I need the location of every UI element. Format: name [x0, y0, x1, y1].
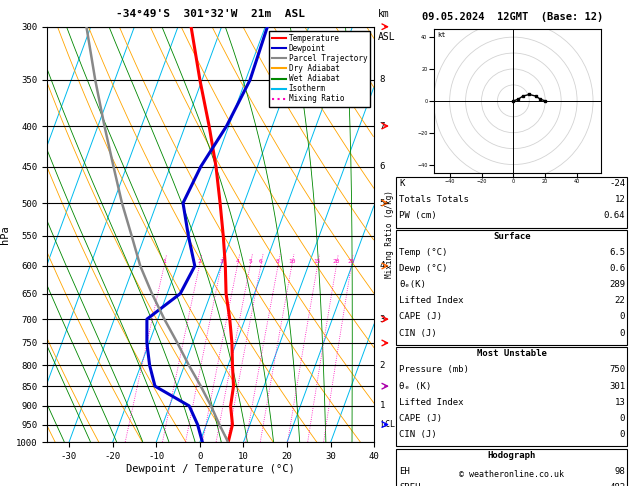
Text: Lifted Index: Lifted Index — [399, 296, 464, 306]
Text: kt: kt — [437, 32, 445, 38]
Text: CAPE (J): CAPE (J) — [399, 414, 442, 423]
Text: 8: 8 — [380, 75, 385, 85]
Bar — [396, 230, 627, 345]
Text: km: km — [377, 9, 389, 19]
Text: CAPE (J): CAPE (J) — [399, 312, 442, 322]
Text: θₑ (K): θₑ (K) — [399, 382, 431, 391]
Text: 8: 8 — [276, 260, 280, 264]
Legend: Temperature, Dewpoint, Parcel Trajectory, Dry Adiabat, Wet Adiabat, Isotherm, Mi: Temperature, Dewpoint, Parcel Trajectory… — [269, 31, 370, 106]
Text: 3: 3 — [380, 314, 385, 324]
Text: 750: 750 — [609, 365, 625, 375]
Text: 0: 0 — [620, 312, 625, 322]
Text: 0.6: 0.6 — [609, 264, 625, 274]
Text: Lifted Index: Lifted Index — [399, 398, 464, 407]
Text: PW (cm): PW (cm) — [399, 211, 437, 221]
Text: 5: 5 — [380, 199, 385, 208]
Text: 3: 3 — [220, 260, 223, 264]
Text: 301: 301 — [609, 382, 625, 391]
Text: 289: 289 — [609, 280, 625, 290]
Text: 15: 15 — [314, 260, 321, 264]
Text: 5: 5 — [248, 260, 252, 264]
Text: 98: 98 — [615, 467, 625, 476]
Text: ASL: ASL — [377, 32, 395, 42]
Text: 482: 482 — [609, 483, 625, 486]
Text: 25: 25 — [347, 260, 355, 264]
Text: 09.05.2024  12GMT  (Base: 12): 09.05.2024 12GMT (Base: 12) — [422, 12, 603, 22]
Text: 0.64: 0.64 — [604, 211, 625, 221]
Text: 1: 1 — [380, 401, 385, 410]
Text: Surface: Surface — [493, 232, 530, 242]
Text: K: K — [399, 179, 405, 189]
Text: 0: 0 — [620, 329, 625, 338]
Text: Most Unstable: Most Unstable — [477, 349, 547, 359]
Text: LCL: LCL — [380, 420, 395, 429]
Text: 4: 4 — [235, 260, 239, 264]
Text: Pressure (mb): Pressure (mb) — [399, 365, 469, 375]
Text: Totals Totals: Totals Totals — [399, 195, 469, 205]
Text: SREH: SREH — [399, 483, 421, 486]
Text: 2: 2 — [380, 361, 385, 370]
Text: 2: 2 — [198, 260, 201, 264]
Text: Temp (°C): Temp (°C) — [399, 248, 448, 258]
Text: 4: 4 — [380, 261, 385, 270]
Text: 6: 6 — [259, 260, 263, 264]
Text: Dewp (°C): Dewp (°C) — [399, 264, 448, 274]
Text: 12: 12 — [615, 195, 625, 205]
Text: 1: 1 — [162, 260, 166, 264]
Text: CIN (J): CIN (J) — [399, 329, 437, 338]
Text: 0: 0 — [620, 414, 625, 423]
Text: 0: 0 — [620, 430, 625, 439]
Text: 7: 7 — [380, 122, 385, 131]
Text: © weatheronline.co.uk: © weatheronline.co.uk — [459, 469, 564, 479]
Text: Hodograph: Hodograph — [487, 451, 536, 460]
Bar — [396, 347, 627, 446]
Text: 22: 22 — [615, 296, 625, 306]
Text: θₑ(K): θₑ(K) — [399, 280, 426, 290]
Y-axis label: hPa: hPa — [1, 225, 11, 244]
Text: EH: EH — [399, 467, 410, 476]
Text: 6.5: 6.5 — [609, 248, 625, 258]
Text: Mixing Ratio (g/kg): Mixing Ratio (g/kg) — [386, 191, 394, 278]
Bar — [396, 177, 627, 228]
Text: 6: 6 — [380, 162, 385, 171]
Text: 10: 10 — [288, 260, 296, 264]
Text: -24: -24 — [609, 179, 625, 189]
Text: CIN (J): CIN (J) — [399, 430, 437, 439]
Text: 20: 20 — [333, 260, 340, 264]
Bar — [396, 449, 627, 486]
X-axis label: Dewpoint / Temperature (°C): Dewpoint / Temperature (°C) — [126, 464, 295, 474]
Text: -34°49'S  301°32'W  21m  ASL: -34°49'S 301°32'W 21m ASL — [116, 9, 305, 19]
Text: 13: 13 — [615, 398, 625, 407]
